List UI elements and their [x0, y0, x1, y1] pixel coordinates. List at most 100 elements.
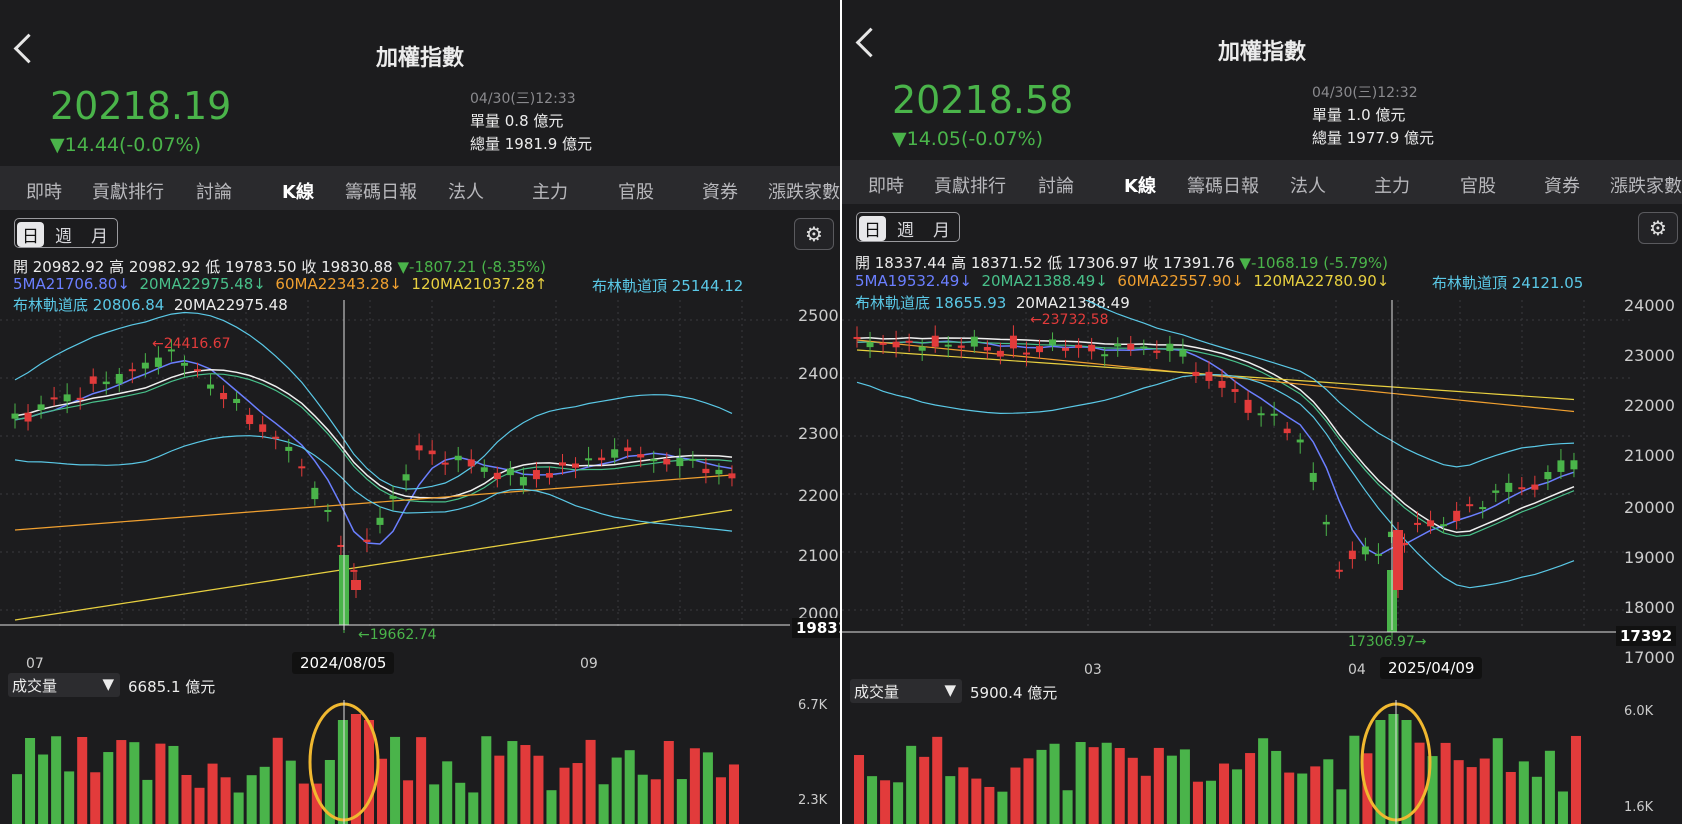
candle-body [598, 457, 606, 461]
volume-bar [1557, 791, 1568, 824]
y-tick: 2400 [798, 364, 839, 383]
volume-bar [958, 767, 969, 824]
volume-bar [129, 742, 140, 824]
settings-gear-icon[interactable]: ⚙ [794, 218, 834, 250]
tab-discussion[interactable]: 討論 [196, 182, 232, 203]
candle-body [1361, 546, 1369, 555]
tab-realtime[interactable]: 即時 [26, 182, 62, 203]
candle-body [180, 362, 188, 366]
tab-discussion[interactable]: 討論 [1038, 176, 1074, 197]
volume-bar [689, 748, 700, 824]
tab-institutional[interactable]: 法人 [448, 182, 484, 203]
tab-chip-daily[interactable]: 籌碼日報 [345, 182, 417, 203]
tab-gov-banks[interactable]: 官股 [1460, 176, 1496, 197]
vol-tick: 6.7K [798, 698, 828, 713]
candle-body [853, 336, 861, 339]
y-tick: 2300 [798, 424, 839, 443]
period-month-button[interactable]: 月 [933, 221, 950, 241]
candle-body [24, 412, 32, 422]
volume-bar [116, 740, 127, 824]
period-week-button[interactable]: 週 [897, 221, 914, 241]
tab-advance-decline[interactable]: 漲跌家數 [768, 182, 840, 203]
candle-body [441, 462, 449, 465]
tab-main-force[interactable]: 主力 [1374, 176, 1410, 197]
period-selector: 日 週 月 [14, 218, 118, 248]
period-day-button[interactable]: 日 [859, 216, 886, 241]
tab-margin[interactable]: 資券 [1544, 176, 1580, 197]
volume-bar [1127, 757, 1138, 824]
volume-bar [324, 759, 335, 824]
volume-bar [650, 779, 661, 824]
tab-margin[interactable]: 資券 [702, 182, 738, 203]
volume-chart[interactable] [842, 700, 1682, 824]
volume-bar [442, 761, 453, 824]
tab-gov-banks[interactable]: 官股 [618, 182, 654, 203]
candle-body [957, 345, 965, 348]
last-price-badge: 19831 [792, 618, 840, 638]
volume-bar [984, 786, 995, 824]
boll-bottom-label: 布林軌道底 18655.93 [855, 294, 1007, 312]
volume-bar [1479, 758, 1490, 824]
tab-contribution[interactable]: 貢獻排行 [92, 182, 164, 203]
quote-block: 20218.19 ▼14.44(-0.07%) 04/30(三)12:33 單量… [0, 78, 840, 166]
high-value: 高 18371.52 [951, 254, 1043, 272]
volume-bar [585, 739, 596, 824]
candle-body [1570, 460, 1578, 470]
candle-body [102, 381, 110, 385]
tab-advance-decline[interactable]: 漲跌家數 [1610, 176, 1682, 197]
boll-mid-line [14, 368, 733, 499]
candle-body [272, 436, 280, 439]
volume-indicator-select[interactable]: 成交量 ▼ [850, 679, 962, 703]
tab-institutional[interactable]: 法人 [1290, 176, 1326, 197]
volume-bar [1062, 790, 1073, 824]
volume-bar [1258, 738, 1269, 824]
change-value: ▼-1068.19 (-5.79%) [1239, 254, 1389, 272]
ma-legend-row1: 5MA21706.80↓ 20MA22975.48↓ 60MA22343.28↓… [13, 275, 547, 293]
settings-gear-icon[interactable]: ⚙ [1638, 212, 1678, 244]
volume-bar [1401, 720, 1412, 824]
candle-body [676, 457, 684, 467]
candle-body [1440, 524, 1448, 527]
header: 加權指數 [0, 0, 840, 78]
period-day-button[interactable]: 日 [17, 222, 44, 247]
candlestick-chart[interactable] [0, 300, 840, 660]
volume-indicator-select[interactable]: 成交量 ▼ [8, 673, 120, 697]
volume-chart[interactable] [0, 700, 840, 824]
period-selector: 日 週 月 [856, 212, 960, 242]
tab-main-force[interactable]: 主力 [532, 182, 568, 203]
candle-body [1557, 460, 1565, 472]
period-month-button[interactable]: 月 [91, 227, 108, 247]
tab-realtime[interactable]: 即時 [868, 176, 904, 197]
open-value: 開 20982.92 [13, 258, 105, 276]
candle-body [1166, 343, 1174, 352]
candle-body [1257, 413, 1265, 416]
candle-body [1270, 413, 1278, 416]
ma5-label: 5MA21706.80↓ [13, 275, 130, 293]
tab-kline[interactable]: K線 [282, 182, 314, 203]
candle-body [233, 398, 241, 404]
tab-contribution[interactable]: 貢獻排行 [934, 176, 1006, 197]
candle-body [1309, 472, 1317, 482]
candle-body [506, 468, 514, 476]
volume-bar [285, 760, 296, 824]
y-tick: 2100 [798, 546, 839, 565]
volume-bar [259, 766, 270, 824]
candle-body [1453, 510, 1461, 522]
volume-bar [533, 755, 544, 824]
volume-bar [1492, 738, 1503, 824]
vol-tick: 2.3K [798, 793, 828, 808]
period-high-label: ←24416.67 [152, 336, 231, 352]
candle-body [351, 580, 361, 590]
unit-volume: 單量 1.0 億元 [1312, 106, 1406, 124]
candle-body [879, 342, 887, 345]
volume-select-label: 成交量 [12, 677, 58, 695]
period-week-button[interactable]: 週 [55, 227, 72, 247]
volume-bar [25, 737, 36, 824]
page-title: 加權指數 [1217, 40, 1306, 65]
tab-kline[interactable]: K線 [1124, 176, 1156, 197]
candlestick-chart[interactable] [842, 300, 1682, 660]
tab-chip-daily[interactable]: 籌碼日報 [1187, 176, 1259, 197]
volume-bar [624, 750, 635, 824]
ohlc-readout: 開 20982.92 高 20982.92 低 19783.50 收 19830… [13, 256, 546, 277]
ma5-label: 5MA19532.49↓ [855, 272, 972, 290]
